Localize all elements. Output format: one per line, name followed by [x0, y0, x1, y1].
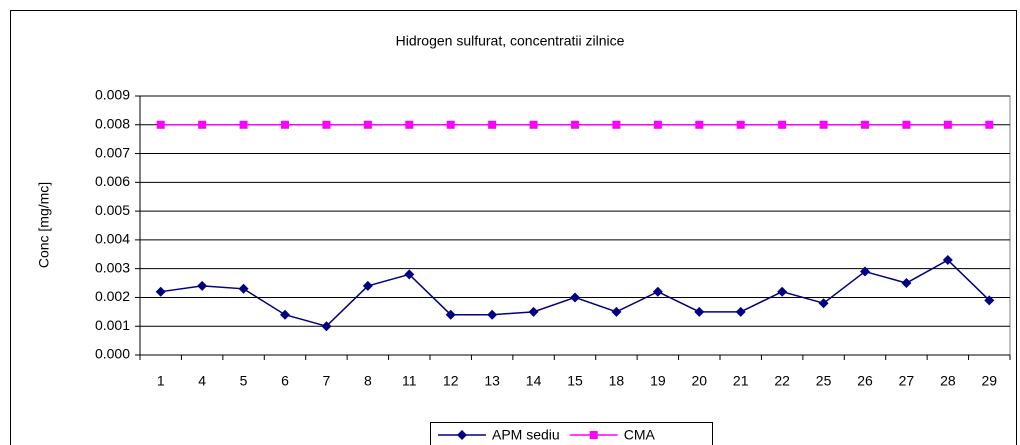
data-point	[901, 278, 912, 289]
x-tick-label: 20	[691, 373, 707, 389]
data-point	[736, 120, 745, 129]
data-point	[155, 286, 166, 297]
x-tick-label: 28	[940, 373, 956, 389]
data-point	[238, 283, 249, 294]
y-tick-label: 0.004	[95, 231, 130, 247]
data-point	[322, 120, 331, 129]
data-point	[280, 309, 290, 320]
chart-title: Hidrogen sulfurat, concentratii zilnice	[396, 33, 625, 49]
data-point	[985, 120, 994, 129]
legend-label: APM sediu	[492, 427, 560, 443]
x-tick-label: 18	[609, 373, 625, 389]
plot-area	[139, 95, 1011, 356]
data-point	[571, 120, 579, 129]
data-point	[984, 295, 995, 306]
data-point	[943, 120, 952, 129]
data-point	[612, 120, 621, 129]
x-tick-label: 14	[526, 373, 542, 389]
x-tick-label: 22	[774, 373, 790, 389]
x-tick-label: 4	[198, 373, 206, 389]
data-point	[487, 309, 498, 320]
data-point	[156, 120, 165, 129]
data-point	[445, 309, 456, 320]
legend-box	[430, 422, 713, 445]
data-point	[902, 120, 911, 129]
data-point	[652, 286, 663, 297]
data-point	[321, 321, 332, 332]
data-point	[819, 120, 828, 129]
y-axis-label: Conc [mg/mc]	[36, 182, 52, 268]
y-tick-label: 0.007	[95, 144, 130, 160]
data-point	[529, 120, 538, 129]
legend-marker	[457, 430, 467, 440]
y-tick-label: 0.005	[95, 202, 130, 218]
data-point	[695, 120, 704, 129]
x-tick-label: 27	[899, 373, 915, 389]
data-point	[197, 280, 208, 291]
data-point	[653, 120, 662, 129]
data-point	[363, 120, 372, 129]
y-tick-label: 0.008	[95, 115, 130, 131]
x-tick-label: 25	[816, 373, 832, 389]
x-tick-label: 12	[443, 373, 459, 389]
x-tick-label: 21	[733, 373, 749, 389]
data-point	[860, 266, 870, 277]
x-tick-label: 13	[484, 373, 500, 389]
data-point	[281, 120, 289, 129]
y-tick-label: 0.002	[95, 288, 130, 304]
data-point	[694, 306, 705, 317]
y-tick-label: 0.001	[95, 317, 130, 333]
legend-label: CMA	[624, 427, 656, 443]
data-point	[942, 255, 953, 266]
data-point	[404, 269, 415, 280]
x-tick-label: 6	[281, 373, 289, 389]
x-tick-label: 15	[567, 373, 583, 389]
data-point	[818, 298, 829, 309]
x-tick-label: 26	[857, 373, 873, 389]
y-tick-label: 0.000	[95, 346, 130, 362]
data-point	[778, 120, 787, 129]
data-point	[735, 306, 746, 317]
x-tick-label: 7	[323, 373, 331, 389]
data-point	[570, 292, 580, 303]
data-point	[405, 120, 414, 129]
data-point	[777, 286, 788, 297]
data-point	[488, 120, 497, 129]
data-point	[611, 306, 622, 317]
x-tick-label: 11	[402, 373, 417, 389]
data-point	[362, 280, 373, 291]
data-point	[446, 120, 455, 129]
data-point	[239, 120, 248, 129]
y-tick-label: 0.009	[95, 87, 130, 103]
y-tick-label: 0.006	[95, 173, 130, 189]
legend-marker	[589, 431, 598, 439]
x-tick-label: 5	[240, 373, 248, 389]
data-point	[528, 306, 539, 317]
data-point	[861, 120, 869, 129]
x-tick-label: 19	[650, 373, 666, 389]
data-point	[198, 120, 207, 129]
x-tick-label: 1	[157, 373, 165, 389]
x-tick-label: 29	[981, 373, 997, 389]
x-tick-label: 8	[364, 373, 372, 389]
y-tick-label: 0.003	[95, 259, 130, 275]
